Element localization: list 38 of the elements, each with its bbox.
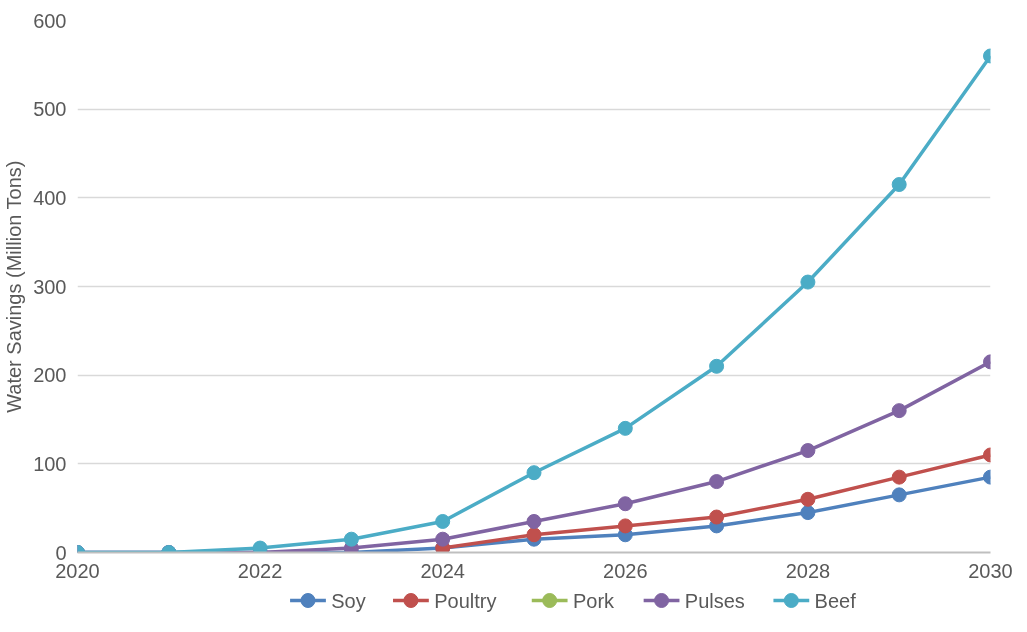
point <box>617 420 633 436</box>
x-tick-label: 2022 <box>237 559 283 582</box>
legend-label: Beef <box>814 589 857 612</box>
point <box>800 505 816 521</box>
legend-label: Pulses <box>684 589 745 612</box>
point <box>800 491 816 507</box>
point <box>526 513 542 529</box>
point <box>709 474 725 490</box>
y-tick-label: 600 <box>33 9 67 32</box>
point <box>800 274 816 290</box>
point <box>617 518 633 534</box>
point <box>709 358 725 374</box>
x-tick-label: 2026 <box>603 559 648 582</box>
point <box>891 403 907 419</box>
y-tick-label: 500 <box>33 98 67 121</box>
y-tick-label: 300 <box>33 275 67 298</box>
point <box>800 443 816 459</box>
point <box>435 513 451 529</box>
x-tick-label: 2028 <box>785 559 831 582</box>
y-tick-label: 200 <box>33 364 67 387</box>
y-axis-title: Water Savings (Million Tons) <box>3 160 26 413</box>
point <box>891 469 907 485</box>
point <box>343 531 359 547</box>
x-tick-label: 2030 <box>968 559 1013 582</box>
point <box>435 531 451 547</box>
legend-label: Pork <box>572 589 616 612</box>
y-tick-label: 400 <box>33 186 67 209</box>
point <box>526 527 542 543</box>
point <box>709 509 725 525</box>
point <box>252 540 268 553</box>
legend-label: Poultry <box>434 589 497 612</box>
point <box>526 465 542 481</box>
x-tick-label: 2024 <box>420 559 465 582</box>
point <box>891 487 907 503</box>
point <box>617 496 633 512</box>
legend-label: Soy <box>331 589 366 612</box>
point <box>891 177 907 193</box>
y-tick-label: 100 <box>33 452 67 475</box>
